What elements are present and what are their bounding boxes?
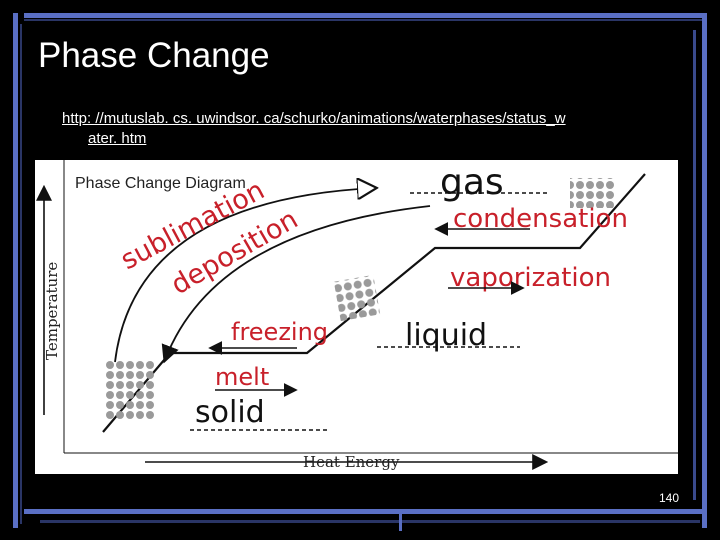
source-link-line2: ater. htm [88, 130, 147, 147]
label-solid: solid [195, 395, 265, 430]
frame-left-bar-dark [20, 24, 22, 524]
frame-right-bar [702, 13, 707, 528]
label-freezing: freezing [231, 318, 328, 346]
diagram-title: Phase Change Diagram [75, 175, 246, 192]
deposition-arrow [161, 205, 431, 364]
frame-top-bar [24, 13, 706, 18]
x-axis-label: Heat Energy [303, 453, 400, 471]
gas-particles [570, 178, 615, 208]
frame-bottom-bar-dark [40, 520, 700, 523]
frame-right-bar-dark [693, 30, 696, 500]
source-link-line1: http: //mutuslab. cs. uwindsor. ca/schur… [62, 110, 566, 127]
label-gas: gas [440, 162, 504, 203]
label-melt: melt [215, 363, 269, 391]
sublimation-arrow [114, 188, 375, 363]
slide-title: Phase Change [38, 36, 270, 75]
phase-change-diagram: Phase Change Diagram Temperature Heat En… [35, 160, 678, 474]
frame-top-bar-dark [24, 19, 706, 21]
label-liquid: liquid [405, 318, 487, 353]
liquid-particles [333, 274, 381, 322]
frame-bottom-tick [399, 509, 402, 531]
solid-particles [105, 360, 155, 420]
frame-left-bar [13, 13, 18, 528]
source-link[interactable]: http: //mutuslab. cs. uwindsor. ca/schur… [62, 109, 662, 149]
frame-bottom-bar [24, 509, 706, 514]
y-axis-label: Temperature [43, 262, 61, 360]
page-number: 140 [659, 491, 680, 505]
